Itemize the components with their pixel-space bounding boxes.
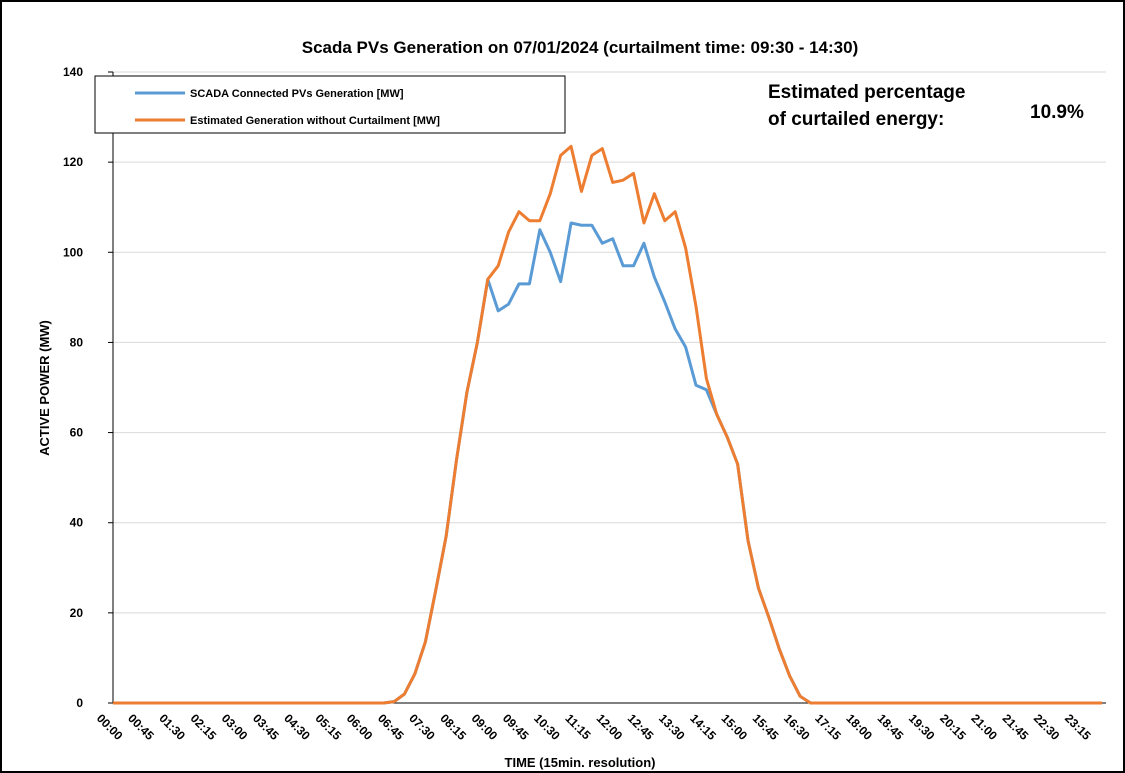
y-tick-label: 20 xyxy=(70,606,84,620)
legend-box xyxy=(94,75,566,134)
y-axis-title: ACTIVE POWER (MW) xyxy=(37,320,52,456)
y-tick-label: 40 xyxy=(70,516,84,530)
series-line xyxy=(113,144,1102,705)
legend-label: SCADA Connected PVs Generation [MW] xyxy=(190,88,404,100)
annotation: Estimated percentage xyxy=(768,82,965,103)
y-tick-label: 80 xyxy=(70,335,84,349)
y-tick-label: 0 xyxy=(76,696,83,710)
y-tick-label: 60 xyxy=(70,426,84,440)
chart-title: Scada PVs Generation on 07/01/2024 (curt… xyxy=(302,38,859,57)
legend-label: Estimated Generation without Curtailment… xyxy=(190,115,440,127)
annotation-value: 10.9% xyxy=(1030,102,1084,123)
y-tick-label: 100 xyxy=(63,245,83,259)
annotation: of curtailed energy: xyxy=(768,109,944,130)
y-tick-label: 120 xyxy=(63,155,83,169)
x-axis-title: TIME (15min. resolution) xyxy=(505,755,656,770)
y-tick-label: 140 xyxy=(63,65,83,79)
